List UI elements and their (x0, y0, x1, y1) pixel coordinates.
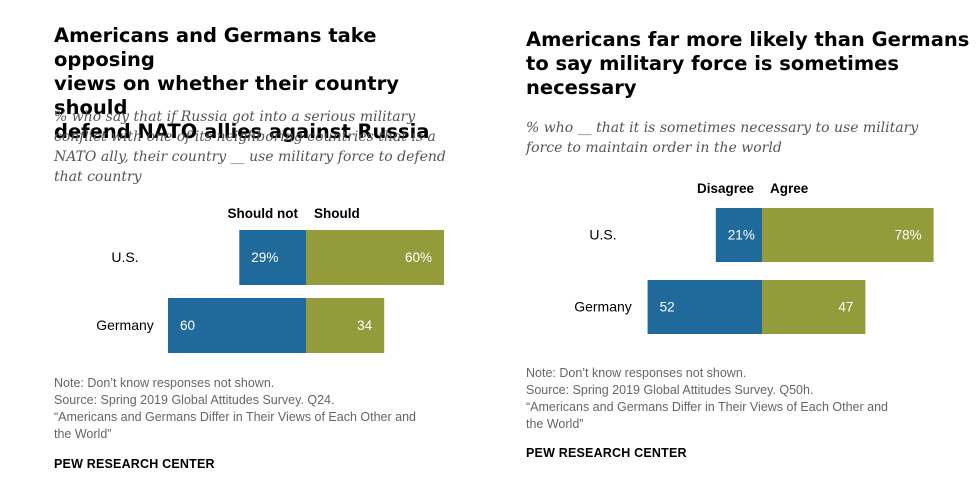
note-line: Source: Spring 2019 Global Attitudes Sur… (526, 383, 814, 397)
bar-positive (762, 280, 866, 334)
legend-label-positive: Agree (770, 181, 809, 196)
subtitle-line: % who __ that it is sometimes necessary … (526, 120, 919, 136)
chart-title: Americans and Germans take opposing view… (54, 24, 474, 144)
data-label-negative: 52 (660, 300, 675, 315)
title-line: necessary (526, 76, 637, 99)
diverging-bar-chart: Should not Should U.S. 29% 60% Germany 60 34 (96, 206, 444, 353)
brand-label: PEW RESEARCH CENTER (54, 457, 215, 471)
data-label-negative: 60 (180, 318, 195, 333)
title-line: views on whether their country should (54, 72, 399, 119)
category-label: Germany (574, 299, 632, 315)
title-line: defend NATO allies against Russia (54, 120, 430, 143)
title-line: Americans far more likely than Germans (526, 28, 970, 51)
bar-negative (715, 208, 762, 262)
bar-positive (762, 208, 934, 262)
chart-note: Note: Don’t know responses not shown. So… (526, 365, 976, 433)
diverging-bar-chart: Disagree Agree U.S. 21% 78% Germany 52 47 (574, 181, 934, 334)
data-label-positive: 34 (357, 318, 373, 333)
data-label-positive: 78% (895, 228, 922, 243)
legend-label-negative: Disagree (697, 181, 755, 196)
bar-negative (168, 298, 306, 353)
data-label-negative: 21% (728, 228, 755, 243)
category-label: Germany (96, 317, 154, 333)
subtitle-line: conflict with one of its neighboring cou… (54, 129, 436, 145)
note-line: Note: Don’t know responses not shown. (54, 376, 275, 390)
bar-positive (306, 230, 444, 285)
subtitle-line: % who say that if Russia got into a seri… (54, 109, 416, 125)
bar-positive (306, 298, 385, 353)
category-label: U.S. (589, 227, 616, 243)
note-line: “Americans and Germans Differ in Their V… (526, 400, 888, 414)
subtitle-line: that country (54, 169, 142, 185)
subtitle-line: NATO ally, their country __ use military… (54, 149, 446, 165)
data-label-positive: 60% (405, 250, 432, 265)
chart-panel-nato-defense: Americans and Germans take opposing view… (0, 0, 480, 494)
note-line: the World” (526, 417, 584, 431)
note-line: “Americans and Germans Differ in Their V… (54, 410, 416, 424)
bar-negative (239, 230, 306, 285)
legend-label-negative: Should not (228, 206, 299, 221)
bar-negative (647, 280, 762, 334)
note-line: the World” (54, 427, 112, 441)
chart-title: Americans far more likely than Germans t… (526, 28, 976, 100)
legend-label-positive: Should (314, 206, 360, 221)
subtitle-line: force to maintain order in the world (526, 140, 782, 156)
chart-panel-military-force: Americans far more likely than Germans t… (490, 0, 979, 494)
chart-note: Note: Don’t know responses not shown. So… (54, 375, 474, 443)
category-label: U.S. (111, 249, 138, 265)
chart-subtitle: % who say that if Russia got into a seri… (54, 107, 474, 187)
title-line: Americans and Germans take opposing (54, 24, 377, 71)
title-line: to say military force is sometimes (526, 52, 899, 75)
note-line: Source: Spring 2019 Global Attitudes Sur… (54, 393, 335, 407)
chart-subtitle: % who __ that it is sometimes necessary … (526, 118, 976, 158)
brand-label: PEW RESEARCH CENTER (526, 446, 687, 460)
data-label-positive: 47 (838, 300, 853, 315)
note-line: Note: Don’t know responses not shown. (526, 366, 747, 380)
data-label-negative: 29% (251, 250, 278, 265)
